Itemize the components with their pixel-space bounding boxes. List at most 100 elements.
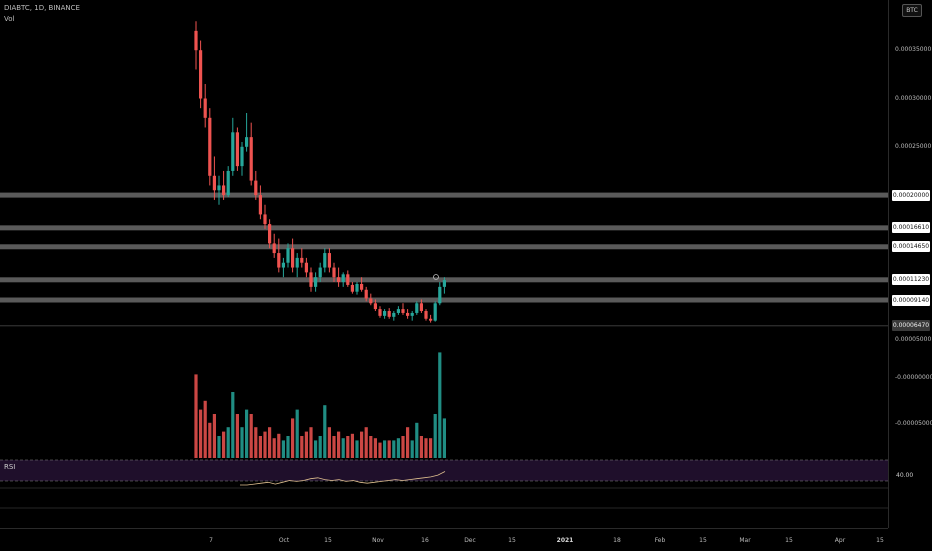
candle-body[interactable] xyxy=(346,274,350,285)
candle-body[interactable] xyxy=(387,311,391,317)
candle-body[interactable] xyxy=(392,312,396,317)
rsi-line[interactable] xyxy=(240,471,446,486)
volume-bar[interactable] xyxy=(355,440,359,458)
volume-bar[interactable] xyxy=(208,422,212,458)
volume-bar[interactable] xyxy=(332,436,336,458)
volume-bar[interactable] xyxy=(419,436,423,458)
candle-body[interactable] xyxy=(415,303,419,313)
price-level-box[interactable]: 0.00014650 xyxy=(892,241,930,253)
candle-body[interactable] xyxy=(226,170,230,196)
level-band[interactable] xyxy=(0,192,888,198)
volume-bar[interactable] xyxy=(401,436,405,458)
level-band[interactable] xyxy=(0,244,888,250)
alert-marker-icon[interactable] xyxy=(433,274,439,280)
candle-body[interactable] xyxy=(295,257,299,268)
volume-bar[interactable] xyxy=(309,427,313,458)
time-axis[interactable]: 7 Oct 15 Nov 16 Dec 15 2021 18 Feb 15 Mar 15 Apr 15 xyxy=(0,528,888,551)
candle-body[interactable] xyxy=(268,224,272,244)
volume-bar[interactable] xyxy=(226,427,230,458)
volume-bar[interactable] xyxy=(217,436,221,458)
volume-bar[interactable] xyxy=(203,400,207,458)
candle-body[interactable] xyxy=(212,175,216,191)
volume-bar[interactable] xyxy=(360,431,364,458)
candle-body[interactable] xyxy=(424,311,428,319)
volume-bar[interactable] xyxy=(314,440,318,458)
candle-body[interactable] xyxy=(304,262,308,273)
price-level-box[interactable]: 0.00009140 xyxy=(892,294,930,306)
volume-legend[interactable]: Vol xyxy=(4,15,15,23)
candle-body[interactable] xyxy=(332,267,336,278)
candle-body[interactable] xyxy=(286,248,290,263)
volume-bar[interactable] xyxy=(249,414,253,458)
volume-bar[interactable] xyxy=(373,438,377,458)
volume-bar[interactable] xyxy=(337,431,341,458)
volume-bar[interactable] xyxy=(231,392,235,458)
volume-bar[interactable] xyxy=(277,433,281,458)
candle-body[interactable] xyxy=(369,298,373,304)
candle-body[interactable] xyxy=(355,283,359,292)
volume-bar[interactable] xyxy=(383,440,387,458)
candle-body[interactable] xyxy=(203,98,207,118)
candle-body[interactable] xyxy=(217,185,221,191)
candle-body[interactable] xyxy=(272,243,276,254)
volume-bar[interactable] xyxy=(323,405,327,458)
rsi-legend[interactable]: RSI xyxy=(4,463,16,471)
candle-body[interactable] xyxy=(373,303,377,310)
candle-body[interactable] xyxy=(291,248,295,268)
volume-bar[interactable] xyxy=(263,431,267,458)
volume-bar[interactable] xyxy=(406,427,410,458)
candle-body[interactable] xyxy=(433,303,437,321)
candle-body[interactable] xyxy=(277,253,281,268)
candle-body[interactable] xyxy=(383,311,387,316)
candle-body[interactable] xyxy=(249,137,253,181)
candle-body[interactable] xyxy=(378,309,382,316)
candle-body[interactable] xyxy=(194,30,198,51)
level-band[interactable] xyxy=(0,225,888,231)
candle-body[interactable] xyxy=(300,257,304,263)
volume-bar[interactable] xyxy=(378,442,382,458)
volume-bar[interactable] xyxy=(295,409,299,458)
candle-body[interactable] xyxy=(208,117,212,176)
candle-body[interactable] xyxy=(429,318,433,321)
currency-badge[interactable]: BTC xyxy=(902,4,922,17)
volume-bar[interactable] xyxy=(240,427,244,458)
price-level-box[interactable]: 0.00020000 xyxy=(892,189,930,201)
candle-body[interactable] xyxy=(222,185,226,196)
price-axis[interactable]: 0.00035000 0.00030000 0.00025000 0.00005000… xyxy=(888,0,932,528)
volume-bar[interactable] xyxy=(258,436,262,458)
candle-body[interactable] xyxy=(327,253,331,268)
volume-bar[interactable] xyxy=(268,427,272,458)
volume-bar[interactable] xyxy=(272,438,276,458)
volume-bar[interactable] xyxy=(212,414,216,458)
volume-bar[interactable] xyxy=(438,352,442,458)
volume-bar[interactable] xyxy=(300,436,304,458)
volume-bar[interactable] xyxy=(433,414,437,458)
volume-bar[interactable] xyxy=(235,414,239,458)
volume-bar[interactable] xyxy=(222,431,226,458)
price-level-box[interactable]: 0.00006470 xyxy=(892,320,930,332)
candle-body[interactable] xyxy=(199,50,203,99)
volume-bar[interactable] xyxy=(387,440,391,458)
volume-bar[interactable] xyxy=(350,433,354,458)
candle-body[interactable] xyxy=(245,137,249,147)
volume-bar[interactable] xyxy=(291,418,295,458)
volume-bar[interactable] xyxy=(281,440,285,458)
candle-body[interactable] xyxy=(263,214,267,225)
volume-bar[interactable] xyxy=(442,418,446,458)
price-level-box[interactable]: 0.00011230 xyxy=(892,274,930,286)
volume-bar[interactable] xyxy=(346,436,350,458)
candle-body[interactable] xyxy=(314,277,318,287)
candle-body[interactable] xyxy=(410,312,414,316)
candle-body[interactable] xyxy=(406,312,410,316)
candle-body[interactable] xyxy=(419,303,423,312)
volume-bar[interactable] xyxy=(254,427,258,458)
candle-body[interactable] xyxy=(231,132,235,171)
candle-body[interactable] xyxy=(360,283,364,290)
volume-bar[interactable] xyxy=(429,438,433,458)
volume-bar[interactable] xyxy=(286,436,290,458)
volume-bar[interactable] xyxy=(341,438,345,458)
candle-body[interactable] xyxy=(341,274,345,283)
candle-body[interactable] xyxy=(442,280,446,287)
volume-bar[interactable] xyxy=(369,436,373,458)
candle-body[interactable] xyxy=(254,180,258,196)
